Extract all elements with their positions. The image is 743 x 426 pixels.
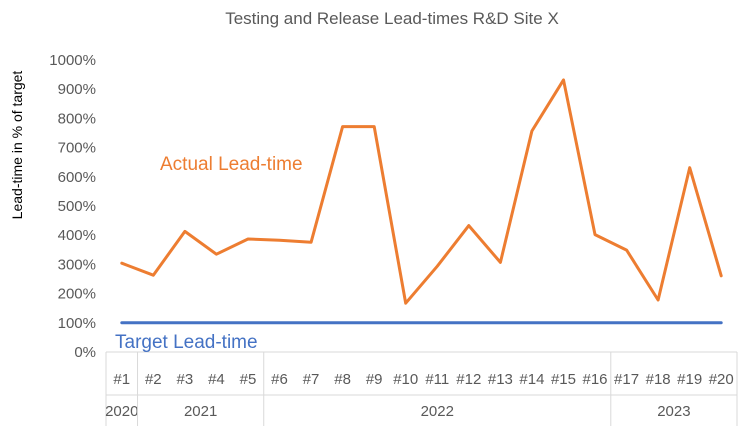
- series-label: Actual Lead-time: [160, 154, 303, 175]
- x-tick-label: #4: [208, 371, 225, 388]
- x-tick-label: #11: [425, 371, 449, 388]
- x-tick-label: #14: [519, 371, 544, 388]
- x-tick-label: #13: [488, 371, 513, 388]
- y-tick-label: 800%: [58, 110, 96, 127]
- y-axis-ticks: 0% 100% 200% 300% 400% 500% 600% 700% 800% 900% 10…: [49, 52, 96, 361]
- x-tick-label: #8: [334, 371, 351, 388]
- x-tick-label: #17: [614, 371, 639, 388]
- series-labels: Actual Lead-time Target Lead-time: [115, 154, 303, 353]
- x-tick-label: #20: [709, 371, 734, 388]
- series-layer: [120, 78, 723, 325]
- y-tick-label: 100%: [58, 315, 96, 332]
- y-tick-label: 400%: [58, 227, 96, 244]
- y-tick-label: 200%: [58, 286, 96, 303]
- x-tick-label: #16: [583, 371, 608, 388]
- x-tick-label: #3: [177, 371, 194, 388]
- x-tick-label: #2: [145, 371, 162, 388]
- y-tick-label: 300%: [58, 256, 96, 273]
- y-tick-label: 1000%: [49, 52, 96, 69]
- x-tick-label: #5: [240, 371, 257, 388]
- y-tick-label: 700%: [58, 140, 96, 157]
- year-group-label: 2023: [657, 403, 690, 420]
- x-axis: #1 #2 #3 #4 #5 #6 #7 #8 #9 #10 #11 #12 #13 #14 #15 #16 #…: [105, 351, 738, 426]
- x-tick-label: #9: [366, 371, 383, 388]
- series-label: Target Lead-time: [115, 332, 258, 353]
- series-line: [120, 78, 723, 305]
- x-tick-label: #7: [303, 371, 320, 388]
- y-tick-label: 600%: [58, 169, 96, 186]
- y-tick-label: 500%: [58, 198, 96, 215]
- y-tick-label: 900%: [58, 81, 96, 98]
- year-group-label: 2022: [421, 403, 454, 420]
- year-group-label: 2020: [105, 403, 138, 420]
- x-tick-label: #6: [271, 371, 288, 388]
- chart-title: Testing and Release Lead-times R&D Site …: [225, 9, 559, 28]
- x-tick-label: #1: [113, 371, 130, 388]
- year-group-label: 2021: [184, 403, 217, 420]
- x-tick-label: #12: [456, 371, 481, 388]
- y-axis-label: Lead-time in % of target: [9, 71, 25, 220]
- y-tick-label: 0%: [74, 344, 96, 361]
- x-tick-label: #15: [551, 371, 576, 388]
- x-tick-label: #18: [646, 371, 671, 388]
- x-tick-label: #19: [677, 371, 702, 388]
- x-tick-label: #10: [393, 371, 418, 388]
